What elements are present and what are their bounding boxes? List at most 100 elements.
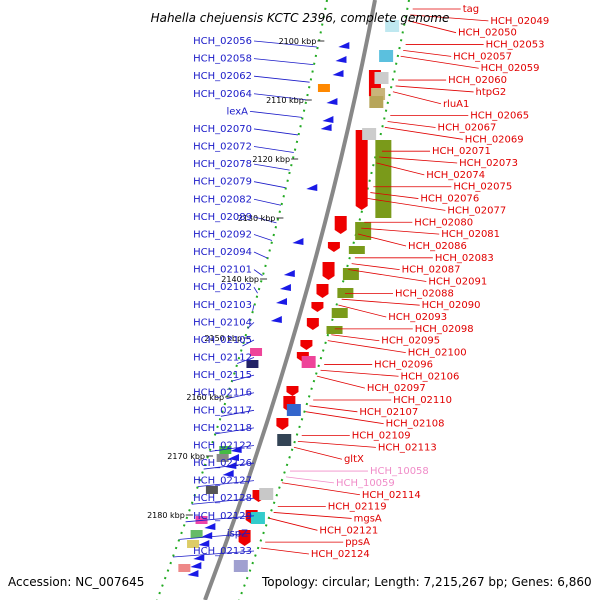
gene-label-right: HCH_02080 [414,217,473,228]
gene-label-right: HCH_02110 [393,395,452,406]
label-leader-left [253,234,273,241]
gene-label-right: HCH_02053 [486,40,545,51]
label-leader-left [215,427,255,435]
label-leader-left [247,322,255,329]
gene-label-left: HCH_02062 [193,71,252,82]
gene-label-left: HCH_02070 [193,124,252,135]
gene-label-right: HCH_02096 [374,359,433,370]
minus-strand-gene-arrow [338,42,350,49]
plus-strand-gene [276,418,289,430]
gene-label-right: HCH_02065 [470,111,529,122]
gene-label-left: ispZ [227,528,248,539]
gene-label-right: HCH_02069 [465,134,524,145]
gene-label-right: HCH_10059 [336,478,395,489]
gene-label-left: HCH_02056 [193,36,252,47]
label-leader-right [348,269,427,282]
map-title: Hahella chejuensis KCTC 2396, complete g… [151,11,450,25]
gene-label-left: HCH_02082 [193,194,252,205]
label-leader-left [249,110,302,118]
gene-label-right: HCH_02108 [386,419,445,430]
gene-block [246,360,259,368]
gene-label-right: tag [463,4,479,15]
gene-label-left: HCH_02092 [193,229,252,240]
plus-strand-gene [300,340,313,350]
minus-strand-gene-arrow [306,184,318,191]
label-leader-right [384,126,463,140]
gene-label-left: HCH_02103 [193,300,252,311]
plus-strand-gene [342,268,359,280]
label-leader-right [320,369,399,377]
gene-label-right: rluA1 [443,99,469,110]
label-leader-left [203,462,255,470]
gene-block [195,516,208,524]
gene-label-left: HCH_02094 [193,247,252,258]
gene-label-right: HCH_02074 [426,170,485,181]
label-leader-left [253,181,286,189]
gene-label-right: HCH_02100 [408,348,467,359]
label-leader-left [191,497,255,505]
gene-label-left: HCH_02127 [193,476,252,487]
gene-label-right: HCH_02060 [448,75,507,86]
minus-strand-gene-arrow [335,56,347,63]
gene-block [277,434,292,446]
label-leader-right [331,334,380,342]
label-leader-left [253,251,268,259]
plus-strand-gene [355,222,372,240]
label-leader-right [367,198,446,211]
gene-label-right: HCH_02076 [420,194,479,205]
gene-label-left: HCH_02116 [193,388,252,399]
gene-label-right: HCH_02095 [381,336,440,347]
gene-label-left: HCH_02117 [193,405,252,416]
gene-block [385,20,400,32]
label-leader-right [351,263,400,271]
label-leader-left [231,374,255,382]
label-leader-left [209,445,255,452]
gene-label-left: HCH_02112 [193,353,252,364]
kbp-tick-label: 2170 kbp [167,452,205,461]
gene-labels: 2100 kbp 2110 kbp 2120 kbp 2130 kbp 2140 kbp… [147,4,549,560]
gene-label-right: HCH_02124 [311,549,370,560]
gene-block [190,530,203,538]
kbp-tick-label: 2140 kbp [221,275,259,284]
label-leader-right [341,298,420,306]
gene-label-left: HCH_02115 [193,370,252,381]
gene-label-right: HCH_02107 [359,407,418,418]
label-leaders [173,8,489,558]
gene-block [259,488,274,500]
label-leader-left [253,163,290,171]
label-leader-left [242,339,255,347]
plus-strand-gene [306,318,319,330]
gene-label-right: HCH_10058 [370,466,429,477]
plus-strand-gene [331,308,348,318]
gene-label-right: HCH_02121 [319,525,378,536]
kbp-tick-label: 2110 kbp [266,96,304,105]
gene-label-right: HCH_02049 [490,16,549,27]
gene-label-left: HCH_02118 [193,423,252,434]
label-leader-right [387,121,436,128]
minus-strand-gene-arrow [187,570,199,577]
gene-block [369,96,384,108]
minus-strand-gene-arrow [222,470,234,477]
kbp-tick-label: 2100 kbp [279,37,317,46]
gene-label-right: HCH_02077 [447,205,506,216]
gene-label-left: HCH_02089 [193,212,252,223]
gene-label-left: HCH_02104 [193,317,252,328]
gene-block [219,446,232,454]
genome-info-text: Topology: circular; Length: 7,215,267 bp… [261,575,592,589]
label-leader-left [253,58,314,65]
label-leader-right [357,233,407,247]
label-leader-right [400,55,479,69]
label-leader-left [253,198,282,206]
gene-label-right: HCH_02083 [435,253,494,264]
minus-strand-gene-arrow [283,270,295,277]
gene-label-right: HCH_02091 [428,277,487,288]
gene-label-right: HCH_02050 [458,28,517,39]
kbp-tick-label: 2120 kbp [252,155,290,164]
gene-block [187,540,200,548]
gene-label-left: HCH_02058 [193,54,252,65]
gene-label-right: HCH_02088 [395,288,454,299]
gene-block [205,486,218,494]
label-leader-right [403,49,452,57]
plus-strand-gene [348,246,365,254]
